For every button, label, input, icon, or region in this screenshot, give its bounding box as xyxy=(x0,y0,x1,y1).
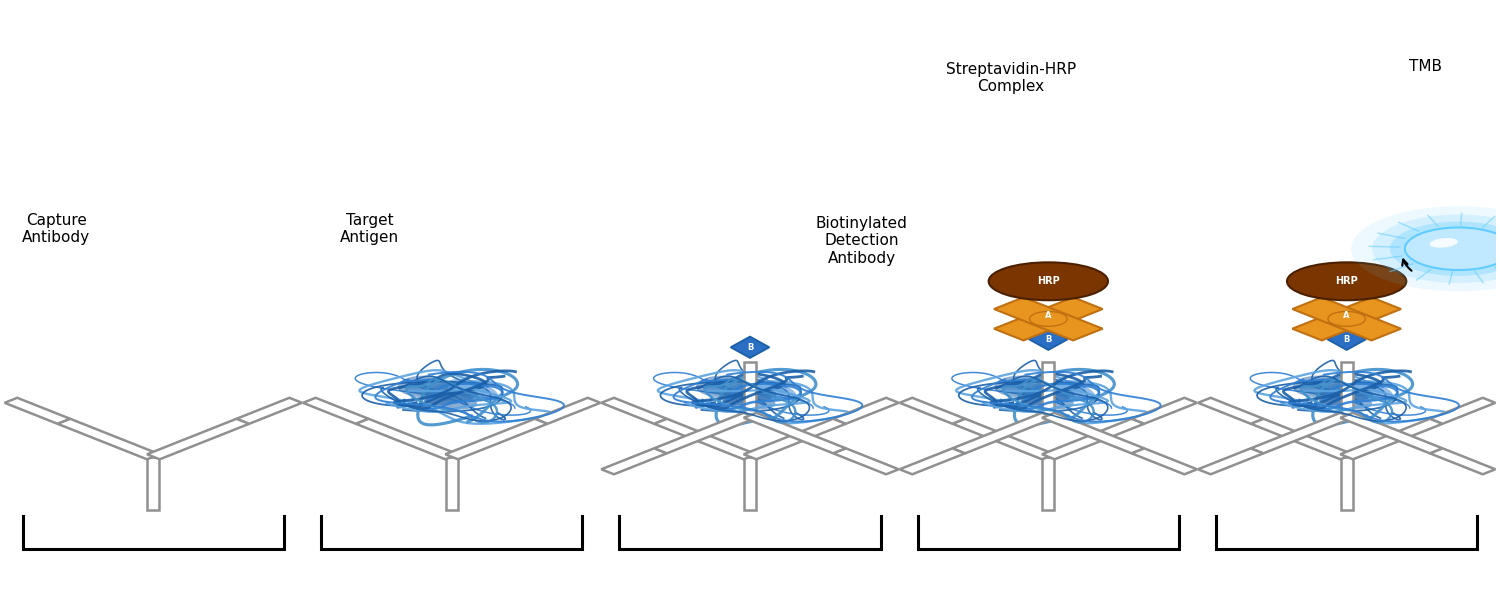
Ellipse shape xyxy=(705,379,756,395)
Circle shape xyxy=(1390,221,1500,276)
Polygon shape xyxy=(654,419,756,460)
Polygon shape xyxy=(1293,298,1401,340)
Polygon shape xyxy=(1341,413,1443,454)
Polygon shape xyxy=(834,448,898,475)
Polygon shape xyxy=(147,457,159,510)
Polygon shape xyxy=(1042,419,1144,460)
Polygon shape xyxy=(1042,362,1054,415)
Polygon shape xyxy=(900,448,964,475)
Text: TMB: TMB xyxy=(1408,59,1442,74)
Ellipse shape xyxy=(1293,376,1344,397)
Polygon shape xyxy=(1341,457,1353,510)
Polygon shape xyxy=(147,419,249,460)
Ellipse shape xyxy=(398,376,448,397)
Text: B: B xyxy=(747,343,753,352)
Polygon shape xyxy=(744,413,846,454)
Polygon shape xyxy=(834,398,898,424)
Ellipse shape xyxy=(696,376,747,397)
Ellipse shape xyxy=(726,382,784,403)
Text: B: B xyxy=(1344,335,1350,344)
Polygon shape xyxy=(1251,419,1353,460)
Ellipse shape xyxy=(1323,382,1382,403)
Polygon shape xyxy=(356,419,458,460)
Polygon shape xyxy=(744,457,756,510)
Polygon shape xyxy=(744,419,846,460)
Circle shape xyxy=(1328,311,1365,326)
Polygon shape xyxy=(536,398,600,424)
Polygon shape xyxy=(4,398,70,424)
Polygon shape xyxy=(57,419,159,460)
Ellipse shape xyxy=(746,379,796,401)
Text: HRP: HRP xyxy=(1335,276,1358,286)
Polygon shape xyxy=(1341,362,1353,415)
Polygon shape xyxy=(730,337,770,358)
Polygon shape xyxy=(952,413,1054,454)
Polygon shape xyxy=(303,398,369,424)
Polygon shape xyxy=(446,457,458,510)
Circle shape xyxy=(1372,214,1500,283)
Ellipse shape xyxy=(720,390,776,410)
Polygon shape xyxy=(1131,398,1197,424)
Ellipse shape xyxy=(427,382,486,403)
Circle shape xyxy=(1406,227,1500,270)
Ellipse shape xyxy=(422,390,477,410)
Polygon shape xyxy=(602,448,666,475)
Polygon shape xyxy=(1341,419,1443,460)
Polygon shape xyxy=(1029,329,1068,350)
Ellipse shape xyxy=(1430,238,1458,248)
Ellipse shape xyxy=(1017,390,1074,410)
Ellipse shape xyxy=(994,376,1045,397)
Ellipse shape xyxy=(447,379,498,401)
Circle shape xyxy=(1352,206,1500,292)
Ellipse shape xyxy=(723,390,777,405)
Text: Streptavidin-HRP
Complex: Streptavidin-HRP Complex xyxy=(946,62,1076,94)
Polygon shape xyxy=(1198,448,1263,475)
Polygon shape xyxy=(1293,298,1401,340)
Polygon shape xyxy=(744,362,756,415)
Polygon shape xyxy=(1042,457,1054,510)
Polygon shape xyxy=(994,298,1102,340)
Ellipse shape xyxy=(1022,390,1076,405)
Polygon shape xyxy=(994,298,1102,340)
Ellipse shape xyxy=(424,390,478,405)
Text: Biotinylated
Detection
Antibody: Biotinylated Detection Antibody xyxy=(816,216,908,266)
Ellipse shape xyxy=(1287,262,1407,300)
Polygon shape xyxy=(1430,448,1496,475)
Text: A: A xyxy=(1344,311,1350,320)
Polygon shape xyxy=(1251,413,1353,454)
Polygon shape xyxy=(1328,329,1366,350)
Polygon shape xyxy=(1131,448,1197,475)
Polygon shape xyxy=(1430,398,1496,424)
Text: Target
Antigen: Target Antigen xyxy=(340,213,399,245)
Circle shape xyxy=(1029,311,1066,326)
Text: HRP: HRP xyxy=(1036,276,1059,286)
Polygon shape xyxy=(654,413,756,454)
Text: Capture
Antibody: Capture Antibody xyxy=(22,213,90,245)
Polygon shape xyxy=(1042,413,1144,454)
Polygon shape xyxy=(446,419,548,460)
Polygon shape xyxy=(1198,398,1263,424)
Ellipse shape xyxy=(1044,379,1095,401)
Ellipse shape xyxy=(1024,382,1083,403)
Polygon shape xyxy=(602,398,666,424)
Ellipse shape xyxy=(1320,390,1374,405)
Text: B: B xyxy=(1046,335,1052,344)
Ellipse shape xyxy=(988,262,1108,300)
Text: A: A xyxy=(1046,311,1052,320)
Ellipse shape xyxy=(1342,379,1394,401)
Ellipse shape xyxy=(406,379,457,395)
Polygon shape xyxy=(900,398,964,424)
Ellipse shape xyxy=(1302,379,1352,395)
Polygon shape xyxy=(952,419,1054,460)
Ellipse shape xyxy=(1316,390,1372,410)
Ellipse shape xyxy=(1004,379,1054,395)
Polygon shape xyxy=(237,398,302,424)
